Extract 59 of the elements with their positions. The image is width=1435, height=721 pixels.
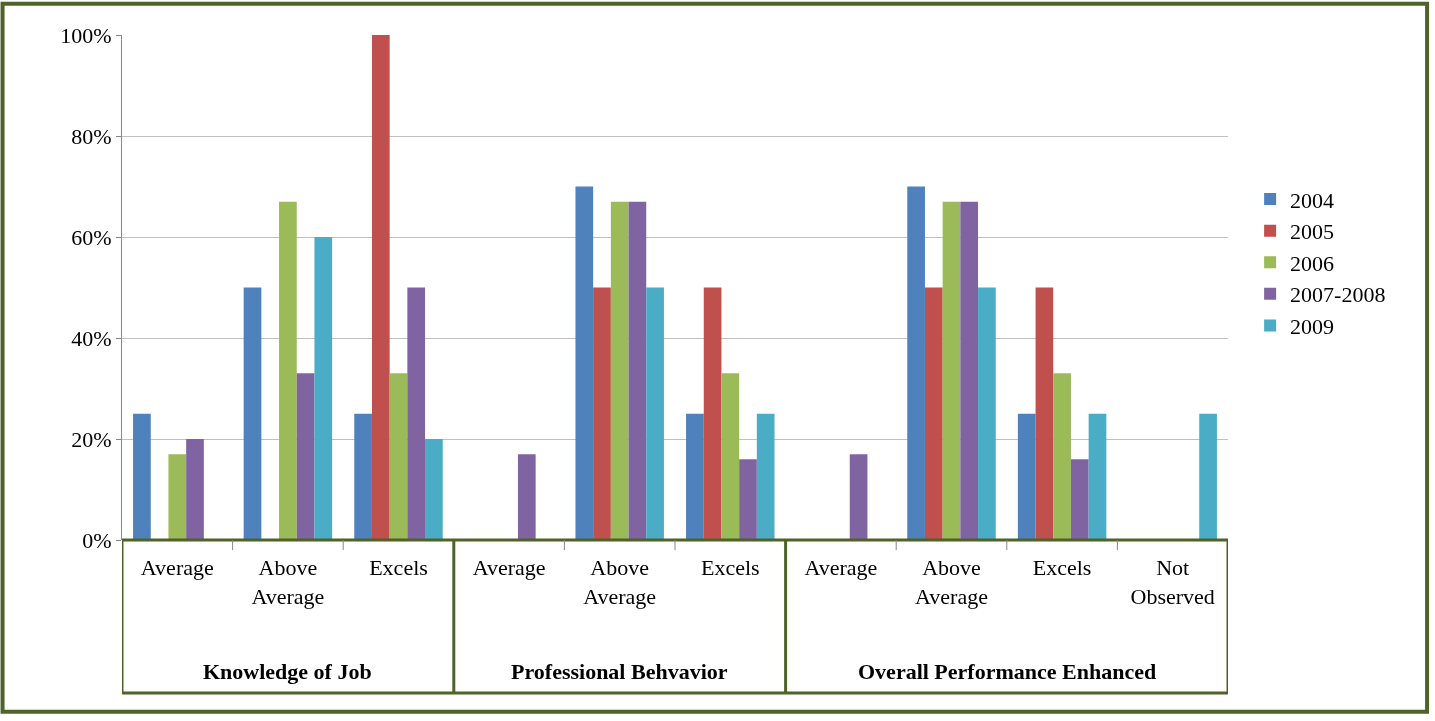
bar xyxy=(610,201,629,540)
x-tick-label: Average xyxy=(804,555,878,580)
bar xyxy=(1070,459,1089,540)
bar xyxy=(942,201,961,540)
bar xyxy=(389,373,408,540)
bar xyxy=(354,413,372,540)
bar xyxy=(978,287,996,540)
x-tick-label: Excels xyxy=(1032,555,1092,580)
y-tick-label: 40% xyxy=(71,325,112,351)
bar xyxy=(686,413,704,540)
bar xyxy=(907,186,925,540)
bar xyxy=(243,287,262,540)
y-tick-label: 100% xyxy=(60,22,112,48)
text: Knowledge of Job xyxy=(203,659,372,684)
bar xyxy=(739,459,757,540)
bar xyxy=(960,201,979,540)
bar xyxy=(703,287,722,540)
bar xyxy=(646,287,664,540)
bar xyxy=(924,287,943,540)
text: Professional Behvavior xyxy=(511,659,728,684)
bar xyxy=(756,413,775,540)
bar xyxy=(1035,287,1054,540)
text: Overall Performance Enhanced xyxy=(858,659,1157,684)
bar xyxy=(279,201,297,540)
x-tick-label: Above Average xyxy=(915,555,988,609)
legend-label: 2005 xyxy=(1290,219,1335,245)
x-tick-label: Excels xyxy=(369,555,428,580)
bar xyxy=(168,454,187,540)
bar xyxy=(721,373,740,540)
bar xyxy=(133,413,151,540)
legend-label: 2007-2008 xyxy=(1290,282,1386,308)
bar xyxy=(575,186,594,540)
bar xyxy=(186,439,204,540)
x-tick-label: Average xyxy=(472,555,546,580)
bar xyxy=(628,201,647,540)
bar xyxy=(517,454,536,540)
bar xyxy=(425,439,443,540)
x-tick-label: Above Average xyxy=(583,555,657,609)
bar xyxy=(314,237,333,540)
x-tick-label: Excels xyxy=(700,555,760,580)
bar xyxy=(371,35,390,540)
y-tick-label: 20% xyxy=(71,426,112,452)
bar xyxy=(593,287,611,540)
y-tick-label: 80% xyxy=(71,123,112,149)
x-tick-label: Above Average xyxy=(251,555,325,609)
bar xyxy=(1199,413,1217,540)
bar xyxy=(1088,413,1107,540)
bar xyxy=(849,454,868,540)
y-tick-label: 0% xyxy=(82,527,112,553)
x-tick-label: Average xyxy=(140,555,214,580)
legend-label: 2006 xyxy=(1290,250,1335,276)
x-tick-label: Not Observed xyxy=(1130,555,1215,609)
bar xyxy=(296,373,315,540)
legend-label: 2009 xyxy=(1290,314,1335,340)
y-tick-label: 60% xyxy=(71,224,112,250)
bar xyxy=(1017,413,1036,540)
legend-label: 2004 xyxy=(1290,187,1335,213)
bar xyxy=(407,287,426,540)
bar xyxy=(1053,373,1071,540)
